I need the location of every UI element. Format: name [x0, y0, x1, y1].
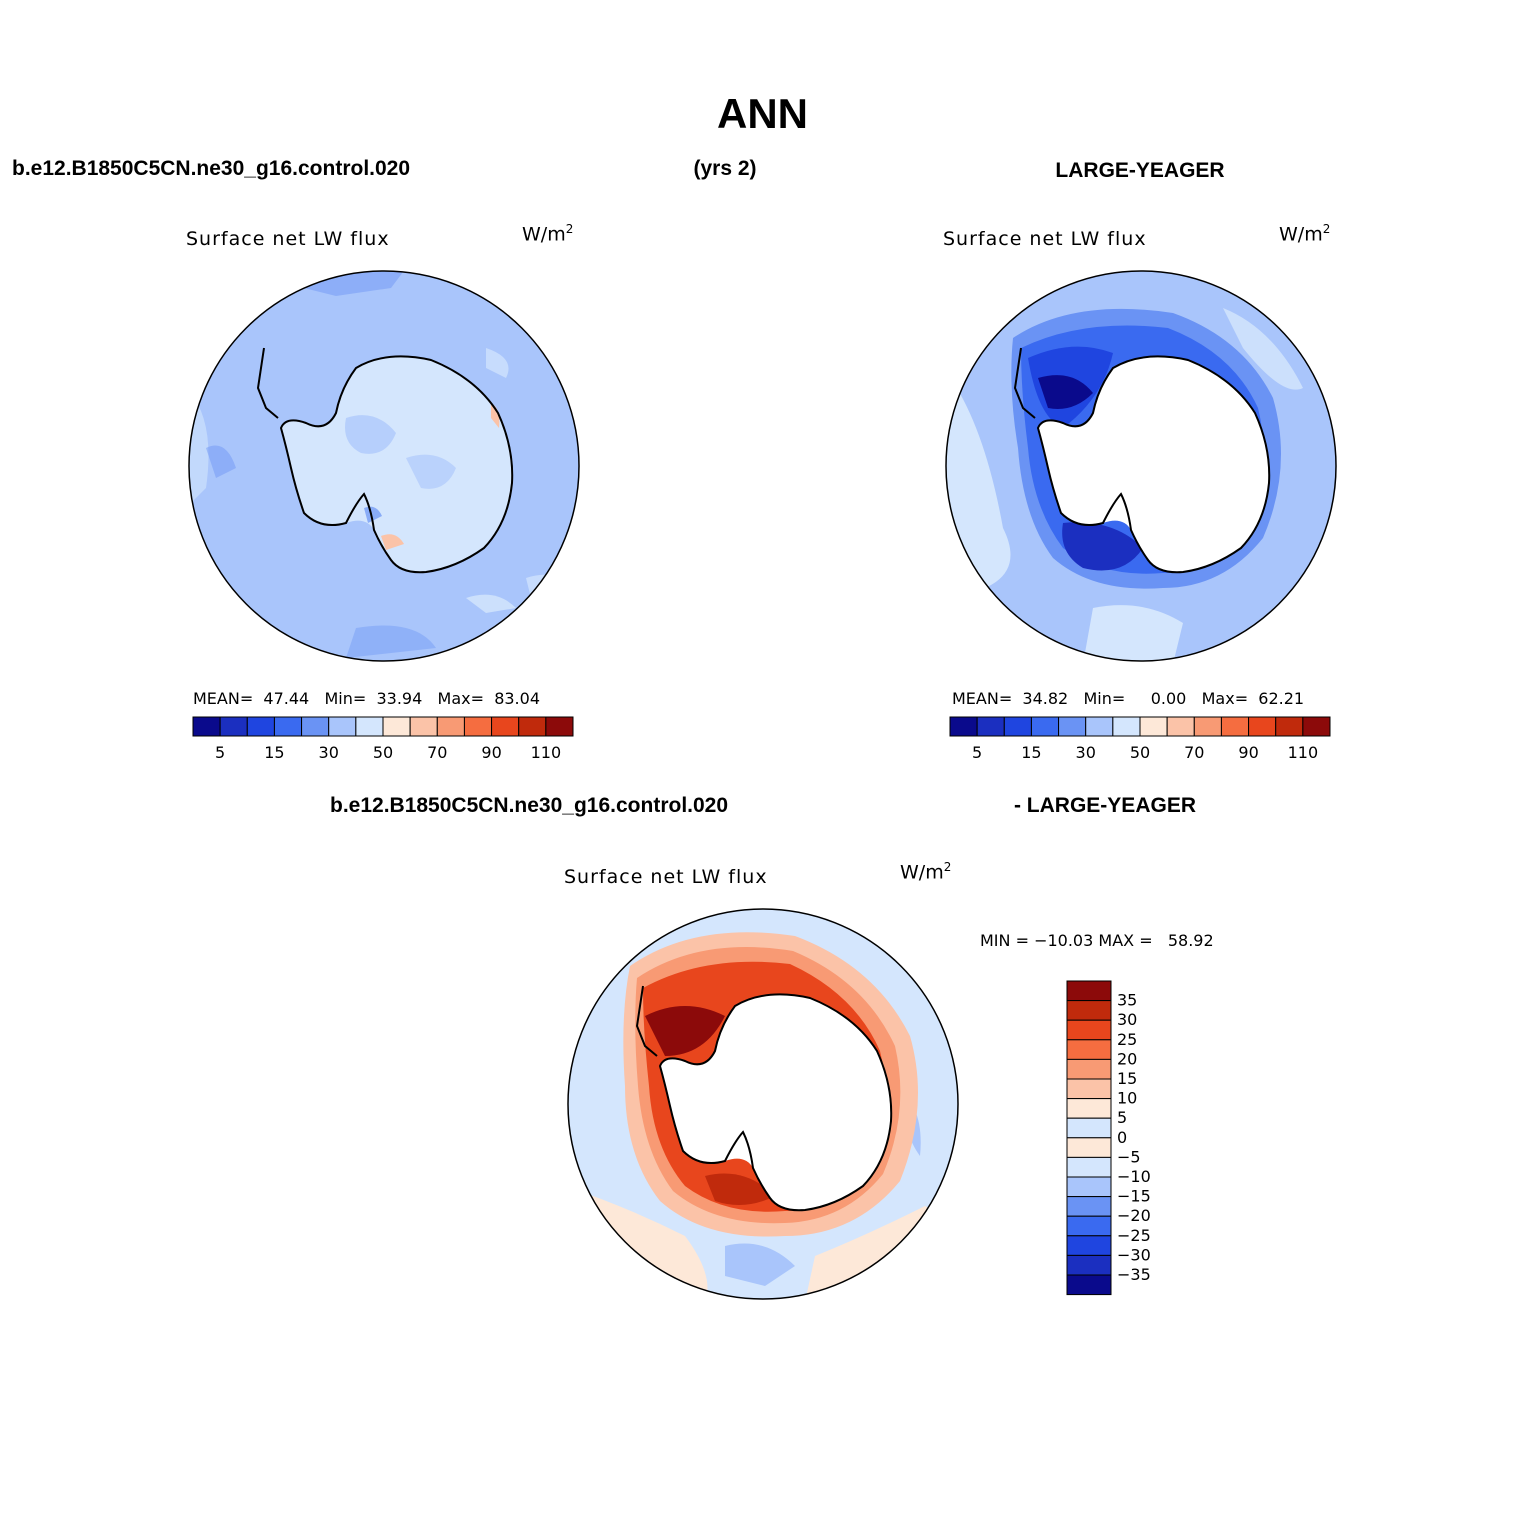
colorbar-swatch: [1066, 1176, 1112, 1198]
colorbar-tick-label: 90: [1238, 743, 1258, 762]
colorbar-swatch: [1066, 1196, 1112, 1217]
panel-diff-variable: Surface net LW flux: [564, 866, 768, 888]
colorbar-swatch: [382, 716, 411, 737]
colorbar-swatch: [1066, 1058, 1112, 1080]
colorbar-tick-label: 15: [264, 743, 284, 762]
colorbar-swatch: [1066, 1039, 1112, 1060]
colorbar-swatch: [1220, 716, 1250, 737]
colorbar-swatch: [1066, 1117, 1112, 1139]
colorbar-swatch: [1066, 1215, 1112, 1237]
colorbar-swatch: [463, 716, 493, 737]
colorbar-swatch: [1066, 1156, 1112, 1178]
colorbar-tick-label: 0: [1117, 1128, 1127, 1147]
colorbar-tick-label: 110: [531, 743, 562, 762]
colorbar-swatch: [1066, 1019, 1112, 1041]
colorbar-swatch: [949, 716, 978, 737]
colorbar-swatch: [1302, 716, 1331, 737]
colorbar-tick-label: −20: [1117, 1206, 1151, 1225]
colorbar-tick-label: 20: [1117, 1049, 1137, 1068]
colorbar-tick-label: 50: [1130, 743, 1150, 762]
colorbar-swatch: [1066, 1098, 1112, 1119]
colorbar-swatch: [1066, 1137, 1112, 1158]
case-name-header: b.e12.B1850C5CN.ne30_g16.control.020: [12, 157, 411, 180]
colorbar-swatch: [1066, 1274, 1112, 1296]
panel-model-variable: Surface net LW flux: [186, 228, 390, 250]
colorbar-swatch: [1066, 1254, 1112, 1276]
colorbar-swatch: [1066, 1078, 1112, 1100]
colorbar-swatch: [192, 716, 221, 737]
colorbar-tick-label: 35: [1117, 991, 1137, 1010]
colorbar-tick-label: 25: [1117, 1030, 1137, 1049]
colorbar-swatch: [409, 716, 438, 737]
antarctica-field: [1038, 356, 1270, 573]
colorbar-swatch: [301, 716, 330, 737]
colorbar-swatch: [328, 716, 357, 737]
colorbar-tick-label: −25: [1117, 1226, 1151, 1245]
colorbar-tick-label: 5: [972, 743, 982, 762]
colorbar-tick-label: −30: [1117, 1245, 1151, 1264]
colorbar-swatch: [1003, 716, 1032, 737]
colorbar-tick-label: 30: [1076, 743, 1096, 762]
colorbar-tick-label: −15: [1117, 1187, 1151, 1206]
diff-obs-header: - LARGE-YEAGER: [1013, 794, 1196, 817]
colorbar-tick-label: −10: [1117, 1167, 1151, 1186]
antarctica-field: [660, 994, 892, 1211]
panel-obs-stats: MEAN= 34.82 Min= 0.00 Max= 62.21: [952, 689, 1305, 708]
map-obs: [945, 270, 1337, 662]
colorbar-tick-label: 5: [1117, 1108, 1127, 1127]
colorbar-obs: 51530507090110130: [949, 716, 1331, 762]
colorbar-swatch: [1066, 1000, 1112, 1021]
panel-model-stats: MEAN= 47.44 Min= 33.94 Max= 83.04: [193, 689, 540, 708]
years-header: (yrs 2): [693, 157, 757, 180]
panel-obs-units: W/m2: [1279, 222, 1331, 246]
colorbar-tick-label: −35: [1117, 1265, 1151, 1284]
colorbar-swatch: [1066, 1235, 1112, 1256]
colorbar-tick-label: 10: [1117, 1089, 1137, 1108]
colorbar-swatch: [976, 716, 1005, 737]
colorbar-tick-label: 90: [481, 743, 501, 762]
colorbar-swatch: [518, 716, 547, 737]
colorbar-swatch: [273, 716, 303, 737]
colorbar-swatch: [1166, 716, 1195, 737]
panel-model-units: W/m2: [522, 222, 574, 246]
colorbar-swatch: [246, 716, 275, 737]
obs-name-header: LARGE-YEAGER: [1055, 159, 1225, 182]
colorbar-tick-label: 5: [215, 743, 225, 762]
colorbar-swatch: [1275, 716, 1304, 737]
panel-diff-stats: MIN = −10.03 MAX = 58.92: [980, 931, 1214, 950]
colorbar-swatch: [491, 716, 520, 737]
colorbar-swatch: [1030, 716, 1060, 737]
panel-diff-units: W/m2: [900, 860, 952, 884]
diff-case-header: b.e12.B1850C5CN.ne30_g16.control.020: [330, 794, 729, 817]
colorbar-swatch: [1139, 716, 1168, 737]
colorbar-tick-label: 70: [427, 743, 447, 762]
colorbar-tick-label: 50: [373, 743, 393, 762]
colorbar-swatch: [1193, 716, 1222, 737]
colorbar-tick-label: 30: [1117, 1010, 1137, 1029]
colorbar-swatch: [1066, 980, 1112, 1002]
colorbar-tick-label: 70: [1184, 743, 1204, 762]
colorbar-model: 51530507090110130: [192, 716, 574, 762]
colorbar-tick-label: 30: [319, 743, 339, 762]
antarctica-field: [281, 356, 513, 573]
figure-title: ANN: [717, 90, 808, 137]
colorbar-swatch: [1248, 716, 1277, 737]
colorbar-swatch: [1112, 716, 1141, 737]
colorbar-tick-label: 15: [1117, 1069, 1137, 1088]
colorbar-swatch: [1058, 716, 1087, 737]
colorbar-swatch: [545, 716, 574, 737]
panel-obs-variable: Surface net LW flux: [943, 228, 1147, 250]
colorbar-swatch: [1085, 716, 1114, 737]
map-diff: [567, 908, 959, 1300]
colorbar-swatch: [436, 716, 465, 737]
colorbar-tick-label: 15: [1021, 743, 1041, 762]
colorbar-swatch: [219, 716, 248, 737]
colorbar-tick-label: 110: [1288, 743, 1319, 762]
colorbar-swatch: [355, 716, 384, 737]
colorbar-tick-label: −5: [1117, 1147, 1141, 1166]
map-model: [188, 270, 580, 662]
